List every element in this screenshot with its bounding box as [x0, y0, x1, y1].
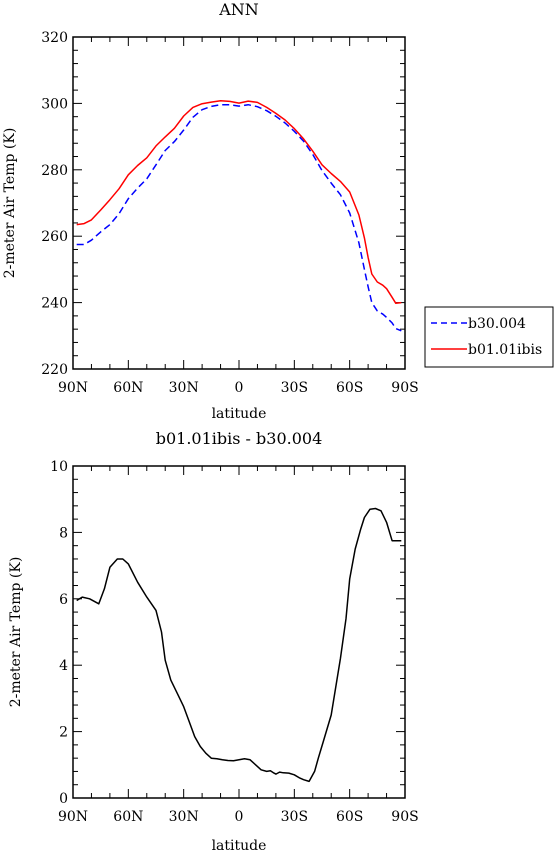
x-tick-label: 30N: [169, 380, 199, 396]
temperature-panel: ANN 90N 60N 30N 0 30S 60S 90S 220 240 260 280 300 32…: [2, 0, 554, 422]
x-tick-label: 0: [235, 380, 244, 396]
x-tick-label: 60S: [336, 809, 363, 825]
y-tick-label: 6: [59, 592, 68, 608]
y-tick-label: 0: [59, 791, 68, 807]
x-tick-label: 30S: [281, 809, 308, 825]
y-axis-label: 2-meter Air Temp (K): [8, 557, 24, 708]
chart-title: ANN: [218, 0, 259, 19]
y-tick-label: 4: [59, 658, 68, 674]
legend-label-b01-01ibis: b01.01ibis: [468, 342, 542, 358]
x-tick-label: 90S: [391, 380, 418, 396]
x-tick-label: 0: [235, 809, 244, 825]
y-tick-label: 8: [59, 525, 68, 541]
series-group: [76, 507, 402, 783]
y-tick-label: 2: [59, 725, 68, 741]
x-tick-label: 30S: [281, 380, 308, 396]
y-tick-label: 240: [41, 296, 68, 312]
legend: b30.004 b01.01ibis: [424, 306, 554, 368]
x-tick-label: 90N: [58, 380, 88, 396]
series-group: [76, 99, 402, 332]
ticks-group: 90N 60N 30N 0 30S 60S 90S 220 240 260 280 300 320: [41, 30, 418, 396]
x-tick-label: 60N: [113, 809, 143, 825]
y-tick-label: 220: [41, 362, 68, 378]
series-line-b01-01ibis: [76, 99, 402, 305]
y-tick-label: 280: [41, 163, 68, 179]
y-tick-label: 320: [41, 30, 68, 46]
plot-frame: [72, 465, 406, 799]
x-axis-label: latitude: [212, 406, 267, 422]
series-line-difference: [76, 507, 402, 783]
x-tick-label: 60S: [336, 380, 363, 396]
x-tick-label: 90S: [391, 809, 418, 825]
x-tick-label: 30N: [169, 809, 199, 825]
y-axis-label: 2-meter Air Temp (K): [2, 128, 18, 279]
plot-frame: [72, 36, 406, 370]
y-tick-label: 260: [41, 229, 68, 245]
legend-box: [424, 306, 554, 368]
series-line-b30-004: [76, 103, 402, 332]
y-tick-label: 10: [50, 459, 68, 475]
difference-panel: b01.01ibis - b30.004 90N 60N 30N 0 30S 60S 90S…: [8, 429, 419, 852]
y-tick-label: 300: [41, 96, 68, 112]
chart-title: b01.01ibis - b30.004: [156, 429, 323, 448]
x-tick-label: 90N: [58, 809, 88, 825]
ticks-group: 90N 60N 30N 0 30S 60S 90S 0 2 4 6 8 10: [50, 459, 419, 825]
legend-label-b30-004: b30.004: [468, 316, 526, 332]
x-axis-label: latitude: [212, 838, 267, 852]
x-tick-label: 60N: [113, 380, 143, 396]
